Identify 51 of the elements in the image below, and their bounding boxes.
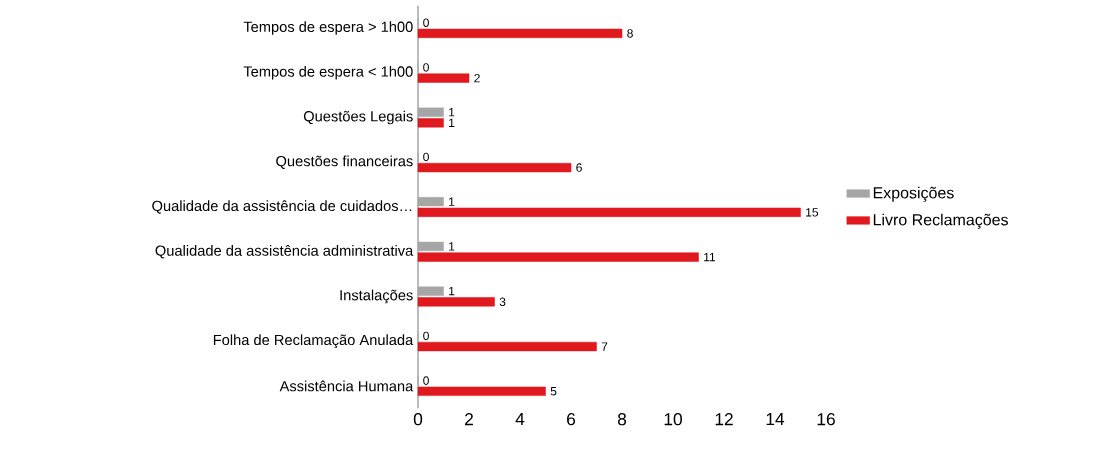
data-label: 0 (423, 376, 429, 385)
data-label: 0 (423, 331, 429, 341)
y-tick-label: Qualidade da assistência administrativa (155, 245, 414, 259)
bar (417, 286, 444, 296)
data-label: 3 (499, 297, 506, 307)
x-tick-label: 12 (715, 413, 733, 426)
data-label: 11 (704, 252, 716, 262)
legend-label: Livro Reclamações (873, 213, 1008, 229)
data-label: 8 (627, 29, 633, 38)
data-label: 1 (449, 287, 455, 296)
bar (417, 162, 572, 173)
data-label: 0 (423, 152, 429, 162)
data-label: 1 (449, 197, 455, 206)
data-label: 1 (449, 108, 455, 117)
data-label: 1 (449, 242, 455, 251)
x-tick-label: 10 (664, 413, 682, 426)
data-label: 0 (423, 18, 429, 27)
bar (417, 241, 444, 252)
data-label: 0 (423, 63, 429, 72)
data-label: 5 (550, 387, 557, 396)
legend-label: Exposições (873, 186, 954, 202)
bar (417, 197, 444, 207)
bar (417, 341, 597, 352)
data-label: 15 (806, 208, 819, 217)
bar (417, 386, 546, 396)
y-tick-label: Instalações (340, 289, 413, 304)
y-tick-label: Folha de Reclamação Anulada (213, 334, 414, 349)
x-tick-label: 14 (766, 413, 785, 425)
bar (417, 73, 470, 83)
data-label: 2 (474, 73, 480, 83)
x-tick-label: 2 (465, 413, 473, 426)
data-label: 7 (601, 342, 608, 351)
y-tick-label: Assistência Humana (279, 380, 414, 392)
bar (417, 252, 699, 262)
bar (417, 207, 801, 217)
bar (417, 28, 623, 38)
y-tick-label: Tempos de espera < 1h00 (243, 65, 413, 80)
bar (417, 297, 495, 307)
y-tick-label: Questões financeiras (276, 155, 413, 169)
x-tick-label: 6 (567, 413, 576, 426)
y-tick-label: Qualidade da assistência de cuidados… (152, 200, 412, 214)
x-tick-label: 16 (817, 413, 835, 426)
bar (417, 118, 444, 128)
x-tick-label: 4 (515, 413, 525, 425)
y-tick-label: Questões Legais (303, 110, 413, 125)
y-tick-label: Tempos de espera > 1h00 (243, 21, 413, 35)
data-label: 6 (576, 163, 582, 172)
x-tick-label: 8 (617, 413, 627, 426)
x-tick-label: 0 (413, 413, 423, 426)
bar (417, 107, 444, 117)
data-label: 1 (449, 118, 455, 127)
